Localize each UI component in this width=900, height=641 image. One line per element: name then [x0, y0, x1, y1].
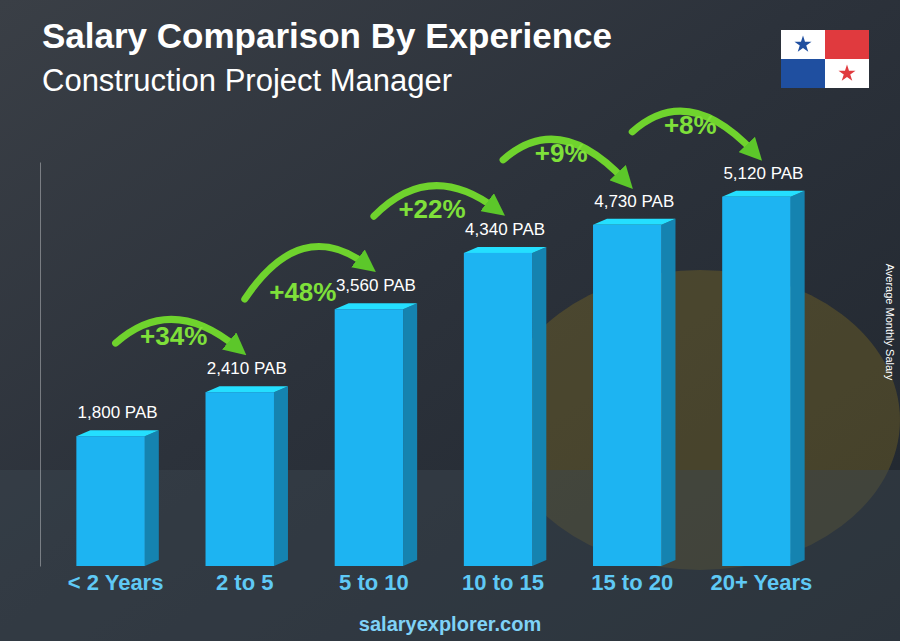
x-tick: 10 to 15	[462, 566, 544, 595]
annotations: +34% +48% +22% +9% +8%	[116, 110, 755, 351]
bar	[464, 253, 532, 566]
data-label: 1,800 PAB	[78, 403, 158, 422]
bar	[593, 225, 661, 566]
bar-side	[532, 247, 546, 566]
bar-top	[335, 303, 417, 309]
data-label: 3,560 PAB	[336, 276, 416, 295]
data-label: 4,730 PAB	[594, 192, 674, 211]
flag-field	[781, 59, 825, 88]
bar-top	[464, 247, 546, 253]
x-tick: < 2 Years	[68, 566, 164, 595]
flag-star	[794, 36, 811, 52]
bar-side	[403, 303, 417, 566]
bar-top	[206, 386, 288, 392]
x-tick-label: 10 to 15	[462, 570, 544, 595]
data-labels: 1,800 PAB 2,410 PAB 3,560 PAB 4,340 PAB 4,73…	[78, 164, 804, 423]
x-tick-label: < 2 Years	[68, 570, 164, 595]
flag	[781, 30, 869, 88]
annotation-label: +9%	[535, 138, 588, 168]
flag-field	[825, 30, 869, 59]
x-tick-label: 5 to 10	[339, 570, 409, 595]
annotation-label: +48%	[269, 277, 336, 307]
bar	[335, 309, 403, 566]
bar-top	[722, 191, 804, 197]
x-tick: 5 to 10	[339, 566, 409, 595]
bar-side	[145, 430, 159, 566]
data-label: 2,410 PAB	[207, 359, 287, 378]
x-tick-label: 20+ Years	[711, 570, 813, 595]
bar-top	[76, 430, 158, 436]
source: salaryexplorer.com	[359, 613, 541, 635]
flag-star	[838, 65, 855, 81]
annotation-label: +34%	[140, 321, 207, 351]
y-axis-line	[40, 163, 41, 567]
chart: Salary Comparison By Experience Construct…	[0, 0, 900, 641]
bar-side	[661, 219, 675, 566]
bars	[76, 191, 804, 566]
flag-field	[781, 30, 869, 88]
x-tick-label: 15 to 20	[591, 570, 673, 595]
y-axis	[40, 163, 41, 567]
annotation-label: +22%	[398, 194, 465, 224]
x-tick: 2 to 5	[216, 566, 273, 595]
data-label: 4,340 PAB	[465, 220, 545, 239]
x-axis: < 2 Years 2 to 5 5 to 10 10 to 15 15 to 20 20…	[68, 566, 813, 595]
annotation-label: +8%	[664, 110, 717, 140]
bar-side	[791, 191, 805, 566]
subtitle: Construction Project Manager	[42, 63, 452, 98]
x-tick: 20+ Years	[711, 566, 813, 595]
bar	[722, 197, 790, 566]
bar-top	[593, 219, 675, 225]
background	[0, 0, 900, 641]
x-tick: 15 to 20	[591, 566, 673, 595]
data-label: 5,120 PAB	[723, 164, 803, 183]
bar	[206, 392, 274, 566]
bar-side	[274, 386, 288, 566]
bar	[76, 436, 144, 566]
title: Salary Comparison By Experience	[42, 16, 612, 55]
x-tick-label: 2 to 5	[216, 570, 273, 595]
y-axis-title: Average Monthly Salary	[884, 264, 896, 381]
